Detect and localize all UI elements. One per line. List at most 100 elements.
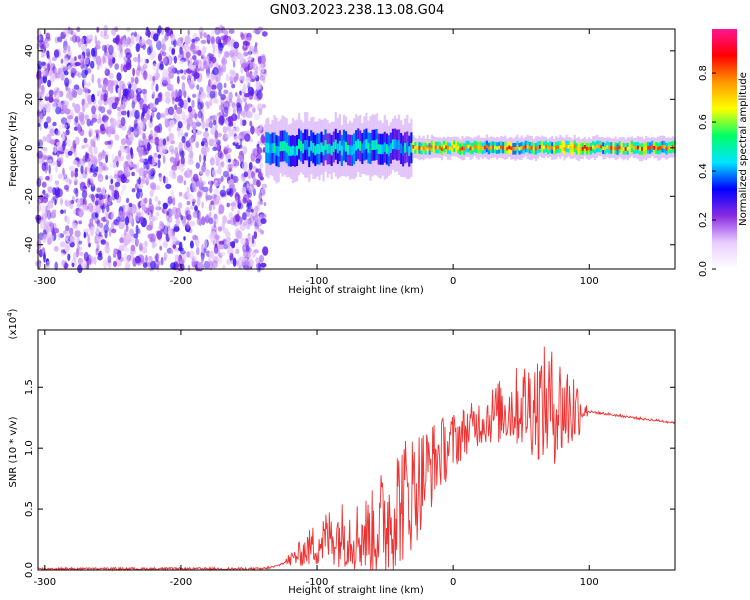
spectrogram-cell	[163, 57, 168, 64]
spectrogram-cell	[630, 144, 633, 149]
spectrogram-cell	[457, 145, 460, 150]
spectrogram-cell	[104, 67, 108, 74]
spectrogram-cell	[141, 241, 148, 247]
spectrogram-cell	[108, 227, 112, 238]
spectrogram-cell	[151, 111, 155, 118]
spectrogram-cell	[177, 121, 183, 129]
spectrogram-cell	[104, 121, 108, 130]
spectrogram-cell	[140, 190, 143, 199]
spectrogram-cell	[242, 146, 248, 155]
spectrogram-cell	[73, 187, 78, 194]
spectrogram-cell	[73, 251, 77, 262]
spectrogram-cell	[67, 119, 71, 127]
spectrogram-cell	[141, 176, 145, 183]
spectrogram-cell	[98, 113, 101, 121]
spectrogram-cell	[628, 145, 631, 150]
spectrogram-cell	[192, 201, 195, 207]
spectrogram-cell	[199, 88, 204, 93]
spectrogram-cell	[148, 202, 154, 213]
spectrogram-cell	[121, 184, 127, 191]
spectrogram-cell	[149, 101, 153, 111]
spectrogram-cell	[459, 147, 462, 151]
spectrogram-cell	[255, 158, 261, 164]
spectrogram-cell	[227, 163, 234, 169]
spectrogram-cell	[189, 220, 196, 227]
spectrogram-cell	[199, 176, 203, 184]
spectrogram-cell	[180, 156, 185, 165]
spectrogram-cell	[175, 207, 181, 214]
spectrogram-cell	[68, 78, 73, 85]
spectrogram-cell	[543, 145, 546, 150]
spectrogram-cell	[248, 162, 253, 171]
spectrogram-cell	[78, 240, 83, 245]
spectrogram-cell	[247, 56, 253, 61]
spectrogram-cell	[199, 31, 203, 40]
spectrogram-cell	[253, 226, 258, 232]
spectrogram-cell	[304, 140, 307, 150]
spectrogram-cell	[100, 94, 104, 101]
spectrogram-cell	[46, 116, 52, 124]
spectrogram-cell	[241, 186, 247, 194]
spectrogram-cell	[158, 174, 163, 183]
spectrogram-cell	[59, 197, 63, 206]
spectrogram-cell	[485, 144, 488, 149]
spectrogram-cell	[267, 143, 270, 153]
spectrogram-cell	[111, 188, 115, 197]
spectrogram-cell	[74, 61, 81, 67]
spectrogram-cell	[83, 137, 88, 144]
spectrogram-cell	[416, 146, 419, 151]
spectrogram-cell	[164, 91, 171, 98]
spectrogram-cell	[70, 199, 75, 205]
spectrogram-cell	[70, 170, 75, 178]
spectrogram-cell	[55, 130, 61, 136]
spectrogram-cell	[58, 123, 62, 132]
spectrogram-cell	[197, 101, 203, 111]
spectrogram-cell	[211, 114, 218, 122]
spectrogram-cell	[220, 93, 227, 101]
spectrogram-cell	[69, 227, 74, 236]
spectrogram-cell	[90, 138, 95, 147]
spectrogram-cell	[134, 237, 139, 247]
spectrogram-cell	[231, 241, 235, 248]
spectrogram-cell	[608, 146, 611, 150]
spectrogram-cell	[186, 118, 192, 123]
spectrogram-cell	[156, 260, 162, 266]
spectrogram-cell	[428, 147, 431, 151]
spectrogram-cell	[170, 140, 176, 145]
spectrogram-cell	[226, 219, 232, 225]
spectrogram-cell	[80, 160, 85, 167]
spectrogram-cell	[72, 33, 76, 43]
spectrogram-cell	[516, 145, 519, 149]
spectrogram-cell	[223, 145, 228, 150]
spectrogram-cell	[38, 232, 44, 241]
spectrogram-cell	[43, 136, 50, 142]
spectrogram-cell	[219, 189, 227, 197]
spectrogram-cell	[91, 182, 95, 187]
spectrogram-cell	[141, 103, 148, 114]
spectrogram-cell	[261, 104, 267, 109]
spectrogram-cell	[262, 190, 266, 196]
spectrogram-cell	[302, 143, 305, 154]
spectrogram-cell	[62, 40, 68, 51]
spectrogram-cell	[95, 129, 101, 135]
spectrogram-cell	[223, 50, 230, 59]
spectrogram-cell	[116, 160, 119, 168]
spectrogram-cell	[219, 165, 222, 176]
spectrogram-cell	[92, 195, 96, 204]
spectrogram-cell	[188, 113, 194, 120]
spectrogram-cell	[314, 145, 317, 156]
spectrogram-cell	[145, 113, 151, 120]
spectrogram-cell	[250, 257, 253, 267]
spectrogram-cell	[235, 248, 240, 255]
spectrogram-cell	[402, 146, 405, 156]
spectrogram-cell	[197, 180, 201, 188]
spectrogram-cell	[148, 197, 152, 205]
spectrogram-y-axis-label: Frequency (Hz)	[8, 111, 19, 187]
spectrogram-cell	[442, 144, 446, 149]
spectrogram-cell	[169, 156, 175, 163]
spectrogram-cell	[79, 173, 84, 180]
spectrogram-cell	[64, 148, 70, 159]
spectrogram-cell	[186, 200, 191, 206]
spectrogram-cell	[154, 216, 158, 221]
